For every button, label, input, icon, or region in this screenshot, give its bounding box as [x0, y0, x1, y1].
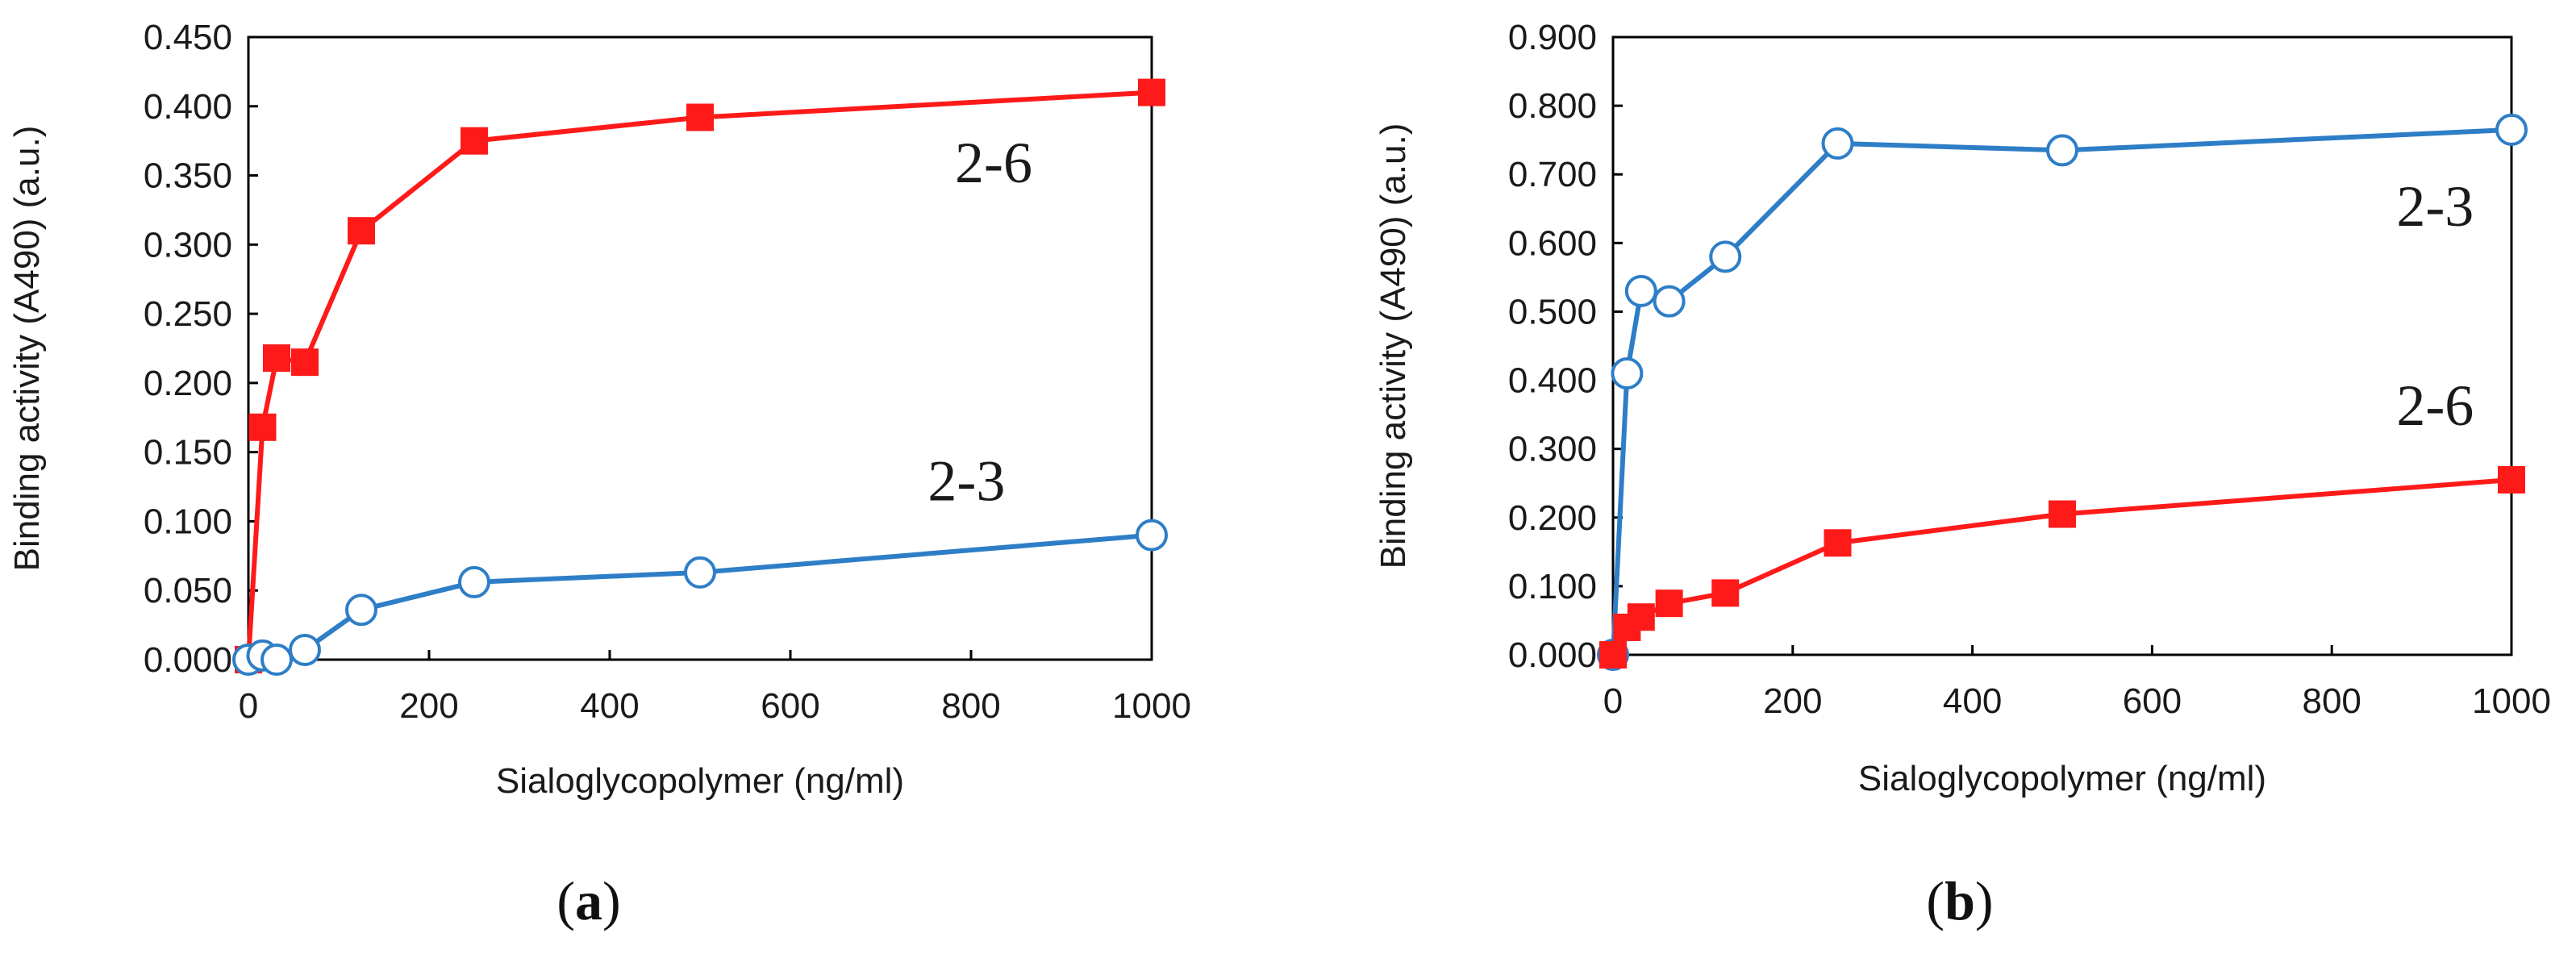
y-tick-label: 0.350 [144, 156, 232, 196]
y-tick-label: 0.900 [1508, 18, 1597, 57]
y-axis-title: Binding activity (A490) (a.u.) [1373, 123, 1413, 569]
x-tick-label: 200 [1763, 681, 1822, 721]
data-point-2-6 [1599, 641, 1627, 669]
data-point-2-3 [261, 644, 293, 676]
data-point-2-6 [461, 127, 488, 155]
y-tick-label: 0.700 [1508, 155, 1597, 194]
data-point-2-3 [289, 633, 321, 666]
y-tick-label: 0.250 [144, 294, 232, 334]
plot-frame [1611, 35, 2513, 656]
data-point-2-3 [1611, 357, 1644, 390]
y-tick-label: 0.000 [144, 640, 232, 680]
data-point-2-6 [263, 344, 290, 373]
series-label-2-3: 2-3 [2396, 174, 2474, 239]
y-tick-label: 0.300 [144, 225, 232, 265]
data-point-2-6 [1824, 529, 1852, 557]
x-tick-label: 600 [2123, 681, 2182, 721]
data-point-2-3 [1821, 127, 1854, 160]
data-point-2-3 [1709, 240, 1742, 273]
data-point-2-3 [684, 556, 716, 589]
data-point-2-3 [1136, 519, 1168, 552]
y-tick-label: 0.800 [1508, 86, 1597, 126]
data-point-2-6 [2049, 500, 2076, 528]
y-tick-label: 0.400 [144, 87, 232, 127]
x-tick-label: 400 [1943, 681, 2002, 721]
y-tick-label: 0.200 [144, 364, 232, 403]
y-tick-label: 0.300 [1508, 430, 1597, 469]
data-point-2-6 [1655, 589, 1683, 618]
data-point-2-3 [1653, 285, 1686, 318]
data-point-2-6 [248, 413, 277, 441]
y-tick-label: 0.500 [1508, 292, 1597, 331]
x-tick-label: 400 [580, 686, 639, 726]
x-tick-label: 800 [2302, 681, 2361, 721]
panel-label-a: (a) [556, 870, 620, 931]
chart-panel-b: 0.000 0.100 0.200 0.300 0.400 0.500 0.600 0.700… [1373, 18, 2551, 798]
y-tick-label: 0.100 [1508, 567, 1597, 606]
y-tick-label: 0.600 [1508, 223, 1597, 263]
x-tick-label: 800 [941, 686, 1000, 726]
data-point-2-6 [291, 348, 319, 377]
x-tick-label: 200 [399, 686, 458, 726]
data-point-2-3 [345, 594, 377, 627]
y-tick-label: 0.450 [144, 18, 232, 57]
data-point-2-3 [2495, 113, 2528, 146]
x-tick-label: 0 [239, 686, 258, 726]
data-point-2-3 [1624, 274, 1657, 307]
data-point-2-6 [1627, 603, 1655, 631]
x-tick-label: 1000 [1112, 686, 1191, 726]
y-tick-label: 0.000 [1508, 635, 1597, 675]
series-line-2-3 [248, 532, 1153, 662]
x-axis-title: Sialoglycopolymer (ng/ml) [1858, 759, 2266, 798]
data-point-2-6 [348, 217, 375, 245]
x-tick-label: 600 [761, 686, 819, 726]
x-tick-label: 1000 [2472, 681, 2551, 721]
y-tick-label: 0.400 [1508, 361, 1597, 401]
x-tick-label: 0 [1603, 681, 1623, 721]
data-point-2-6 [2498, 465, 2525, 494]
y-tick-label: 0.150 [144, 433, 232, 473]
y-tick-label: 0.200 [1508, 498, 1597, 538]
chart-panel-a: 0.000 0.050 0.100 0.150 0.200 0.250 0.300 0.350… [7, 18, 1191, 801]
y-tick-label: 0.050 [144, 571, 232, 610]
panel-label-b: (b) [1926, 870, 1993, 931]
data-point-2-6 [1138, 78, 1165, 106]
series-label-2-3: 2-3 [927, 449, 1005, 514]
data-point-2-3 [2046, 134, 2078, 167]
series-label-2-6: 2-6 [2396, 373, 2474, 438]
series-line-2-3 [1611, 127, 2512, 656]
data-point-2-3 [458, 565, 490, 598]
data-point-2-6 [686, 103, 714, 131]
x-axis-title: Sialoglycopolymer (ng/ml) [496, 761, 904, 801]
y-axis-title: Binding activity (A490) (a.u.) [7, 126, 47, 572]
series-label-2-6: 2-6 [955, 131, 1032, 195]
y-tick-label: 0.100 [144, 502, 232, 541]
data-point-2-6 [1711, 579, 1740, 607]
plot-frame [247, 35, 1153, 661]
